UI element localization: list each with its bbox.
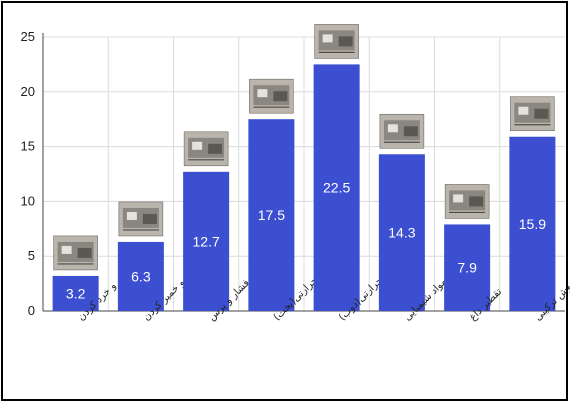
bar	[117, 241, 164, 311]
distillation-apparatus-photo-icon	[444, 184, 490, 219]
bar-value-label: 12.7	[193, 233, 220, 249]
bar-value-label: 15.9	[519, 216, 546, 232]
bar	[183, 171, 230, 311]
bar-value-label: 17.5	[258, 207, 285, 223]
bar	[313, 64, 360, 312]
combined-machine-photo-icon	[510, 96, 555, 132]
y-tick-label: 25	[21, 29, 35, 44]
y-tick-label: 20	[21, 84, 35, 99]
y-tick-label: 0	[28, 303, 35, 318]
bar	[378, 154, 425, 311]
bar	[52, 275, 99, 311]
bar-value-label: 7.9	[457, 260, 477, 276]
y-tick-label: 5	[28, 248, 35, 263]
grinder-photo-icon	[118, 201, 164, 237]
y-tick-label: 15	[21, 139, 35, 154]
bar	[248, 119, 295, 311]
y-tick-label: 10	[21, 193, 35, 208]
melting-plant-photo-icon	[314, 24, 359, 59]
bar	[444, 224, 491, 311]
chopped-material-photo-icon	[53, 235, 98, 271]
bar-value-label: 22.5	[323, 180, 350, 196]
bar-value-label: 3.2	[66, 285, 86, 301]
bar	[509, 136, 556, 311]
press-machine-photo-icon	[183, 131, 229, 167]
bar-value-label: 6.3	[131, 268, 151, 284]
oven-photo-icon	[249, 78, 294, 114]
bar-value-label: 14.3	[388, 225, 415, 241]
chemical-tray-photo-icon	[379, 113, 425, 149]
